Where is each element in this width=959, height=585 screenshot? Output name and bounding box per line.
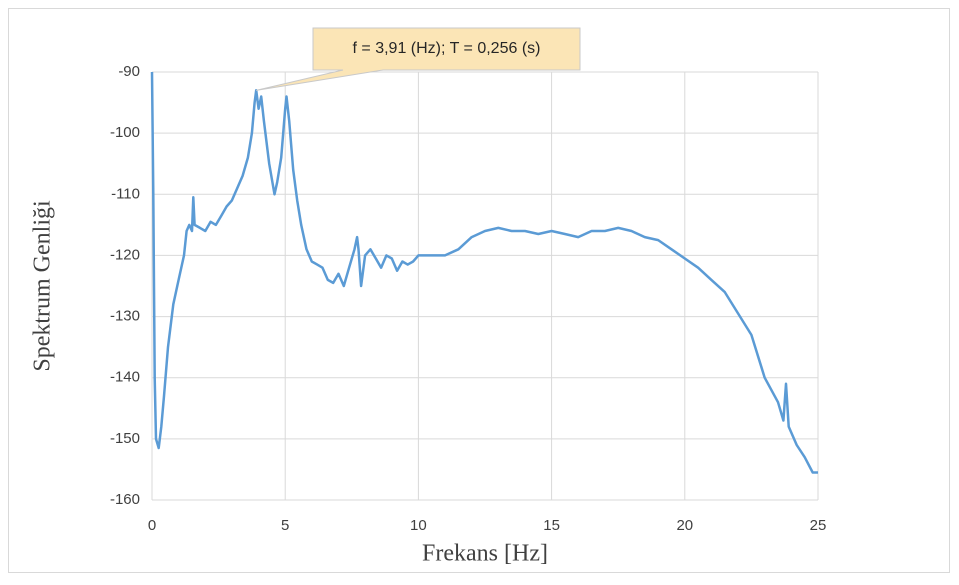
chart-border [8,8,950,573]
x-tick-label: 10 [410,517,427,534]
y-tick-label: -90 [118,63,140,80]
x-tick-label: 15 [543,517,560,534]
y-tick-label: -100 [110,124,140,141]
y-tick-label: -140 [110,369,140,386]
y-tick-label: -160 [110,491,140,508]
y-axis-label: Spektrum Genliği [30,200,56,372]
y-tick-label: -130 [110,308,140,325]
y-tick-label: -110 [111,185,140,202]
x-tick-label: 20 [676,517,693,534]
data-line [150,71,818,474]
annotation-callout [256,27,581,91]
annotation-text: f = 3,91 (Hz); T = 0,256 (s) [353,40,541,57]
x-tick-label: 0 [148,517,156,534]
y-tick-label: -120 [110,246,140,263]
y-tick-label: -150 [110,430,140,447]
x-tick-label: 25 [810,517,827,534]
x-tick-label: 5 [281,517,289,534]
x-axis-label: Frekans [Hz] [422,541,548,567]
